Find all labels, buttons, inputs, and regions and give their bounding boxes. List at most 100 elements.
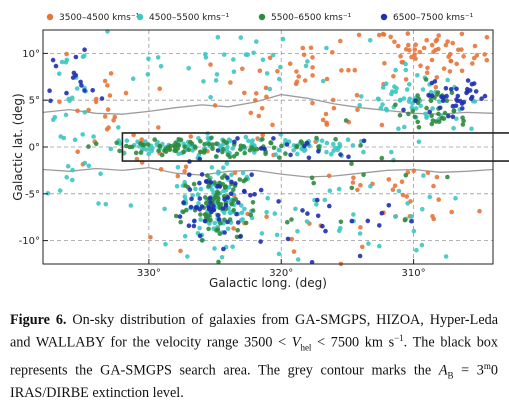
galaxy-point <box>254 146 260 152</box>
galaxy-point <box>285 236 291 242</box>
galaxy-point <box>265 195 271 201</box>
galaxy-point <box>324 45 329 51</box>
caption-label: Figure 6. <box>10 312 67 328</box>
galaxy-point <box>388 34 394 40</box>
galaxy-point <box>232 139 237 145</box>
galaxy-point <box>158 64 164 69</box>
galaxy-point <box>391 74 396 79</box>
galaxy-point <box>156 148 161 154</box>
search-area-box <box>121 132 509 162</box>
galaxy-point <box>207 195 213 201</box>
galaxy-point <box>339 68 344 73</box>
galaxy-point <box>220 175 225 180</box>
galaxy-point <box>241 178 247 184</box>
galaxy-point <box>223 202 229 208</box>
galaxy-points <box>45 29 490 267</box>
galaxy-point <box>406 42 411 48</box>
galaxy-point <box>70 95 75 101</box>
galaxy-point <box>433 84 439 90</box>
galaxy-point <box>205 136 211 141</box>
galaxy-point <box>149 148 154 154</box>
galaxy-point <box>477 208 482 214</box>
galaxy-point <box>167 143 173 149</box>
galaxy-point <box>470 61 475 66</box>
galaxy-point <box>393 89 399 95</box>
galaxy-point <box>273 152 279 157</box>
galaxy-point <box>472 99 478 104</box>
galaxy-point <box>280 36 286 42</box>
galaxy-point <box>253 91 259 96</box>
galaxy-point <box>460 122 466 127</box>
series-4 <box>47 47 488 265</box>
galaxy-point <box>324 140 330 146</box>
galaxy-point <box>230 146 235 151</box>
galaxy-point <box>295 151 300 157</box>
galaxy-point <box>71 70 77 76</box>
galaxy-point <box>343 118 349 123</box>
galaxy-point <box>413 56 418 61</box>
galaxy-point <box>227 154 233 160</box>
series-1 <box>57 31 490 267</box>
galaxy-point <box>249 172 254 177</box>
galaxy-point <box>392 39 397 45</box>
galaxy-point <box>133 150 139 156</box>
galaxy-point <box>157 86 162 91</box>
galaxy-point <box>403 47 409 52</box>
galaxy-point <box>429 57 435 63</box>
galaxy-point <box>409 54 414 60</box>
caption-superscript: m <box>483 360 491 371</box>
galaxy-point <box>202 218 208 224</box>
galaxy-point <box>355 107 360 113</box>
galaxy-point <box>469 81 475 87</box>
galaxy-point <box>104 127 110 132</box>
galaxy-point <box>264 209 269 215</box>
galaxy-point <box>215 195 221 201</box>
galaxy-point <box>431 216 437 222</box>
galaxy-point <box>397 113 403 118</box>
galaxy-point <box>338 219 344 225</box>
galaxy-point <box>436 111 441 117</box>
galaxy-point <box>224 148 230 154</box>
galaxy-point <box>415 73 420 78</box>
galaxy-point <box>258 239 263 244</box>
galaxy-point <box>257 68 263 74</box>
galaxy-point <box>243 220 249 226</box>
galaxy-point <box>70 167 75 173</box>
galaxy-point <box>358 225 363 230</box>
galaxy-point <box>305 211 310 216</box>
galaxy-point <box>221 165 226 170</box>
galaxy-point <box>276 251 282 257</box>
galaxy-point <box>187 172 192 177</box>
galaxy-point <box>314 202 319 207</box>
galaxy-point <box>57 71 62 76</box>
galaxy-point <box>264 94 269 100</box>
galaxy-point <box>228 191 234 196</box>
galaxy-point <box>288 152 293 158</box>
galaxy-point <box>203 55 209 60</box>
galaxy-point <box>197 233 203 239</box>
galaxy-point <box>215 148 221 153</box>
galaxy-point <box>141 146 147 151</box>
galaxy-point <box>222 230 227 235</box>
galaxy-point <box>242 150 247 156</box>
galaxy-point <box>424 115 429 120</box>
galaxy-point <box>214 141 219 146</box>
galaxy-point <box>283 151 288 156</box>
galaxy-point <box>291 249 297 254</box>
y-tick-label: -10° <box>19 236 40 247</box>
galaxy-point <box>355 187 360 193</box>
galaxy-point <box>443 254 449 259</box>
galaxy-point <box>128 203 134 208</box>
galaxy-point <box>191 223 197 229</box>
y-tick-label: 0° <box>29 143 40 154</box>
galaxy-point <box>336 186 342 192</box>
galaxy-point <box>398 54 403 59</box>
galaxy-point <box>258 146 264 151</box>
galaxy-point <box>59 59 65 65</box>
galaxy-point <box>209 135 214 141</box>
galaxy-point <box>248 192 253 198</box>
galaxy-point <box>258 187 264 193</box>
galaxy-point <box>186 65 191 71</box>
galaxy-point <box>412 47 418 52</box>
legend-label: 6500–7500 kms⁻¹ <box>393 13 474 23</box>
